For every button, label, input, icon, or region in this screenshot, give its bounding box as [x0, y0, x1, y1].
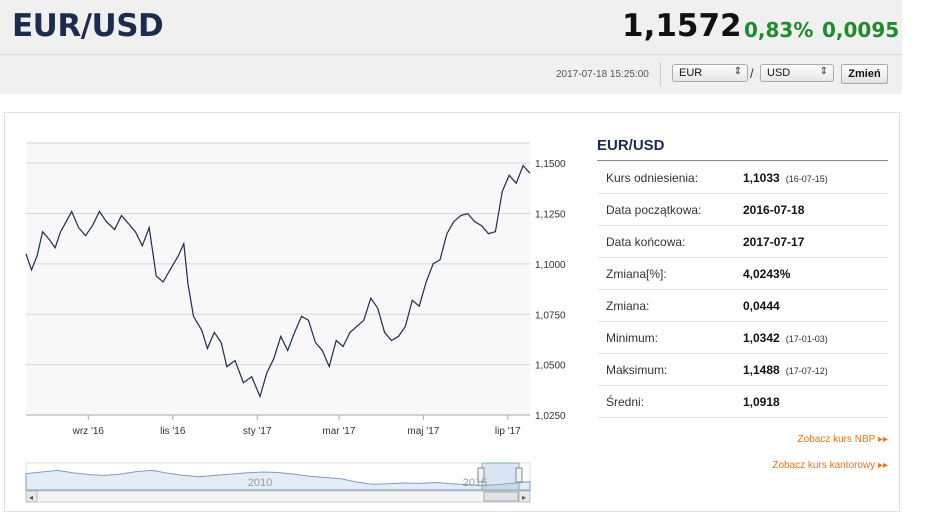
info-value-text: 2017-07-17: [743, 234, 805, 249]
x-tick-label: lip '17: [495, 426, 521, 437]
info-value-text: 1,0918: [743, 394, 780, 409]
info-value-date: (17-07-12): [785, 365, 828, 376]
x-tick-label: maj '17: [407, 426, 439, 437]
info-row: Zmiana[%]: 4,0243%: [597, 257, 888, 290]
rate-series-line: [25, 164, 531, 399]
y-tick-label: 1,1000: [535, 260, 566, 271]
nbp-rate-link[interactable]: Zobacz kurs NBP ▸▸: [797, 434, 888, 445]
info-row-value: 1,0918: [743, 385, 888, 418]
header-divider: [0, 54, 902, 55]
info-row-label: Zmiana:: [597, 289, 743, 322]
info-value-text: 2016-07-18: [743, 202, 805, 217]
navigator-selection: [481, 462, 520, 491]
quote-timestamp: 2017-07-18 15:25:00: [556, 69, 649, 80]
change-absolute: 0,0095: [822, 18, 900, 42]
info-row: Data końcowa: 2017-07-17: [597, 225, 888, 258]
select-arrows-icon: ⇕: [819, 66, 828, 77]
x-tick-label: lis '16: [160, 426, 186, 437]
change-pair-button[interactable]: Zmień: [841, 64, 888, 84]
scroll-right-button[interactable]: [518, 490, 531, 503]
info-title-divider: [597, 160, 888, 161]
info-row-label: Średni:: [597, 385, 743, 418]
y-tick-label: 1,0500: [535, 361, 566, 372]
info-row-value: 1,1488 (17-07-12): [743, 353, 888, 386]
info-row-label: Data końcowa:: [597, 225, 743, 258]
info-row-value: 4,0243%: [743, 257, 888, 290]
navigator-handle-left: [477, 467, 485, 483]
scroll-left-button[interactable]: [25, 490, 38, 503]
info-row: Minimum: 1,0342 (17-01-03): [597, 321, 888, 354]
info-row: Zmiana: 0,0444: [597, 289, 888, 322]
info-value-text: 1,1488: [743, 362, 780, 377]
navigator-year-label: 2010: [248, 477, 272, 489]
info-value-text: 1,0342: [743, 330, 780, 345]
y-tick-label: 1,1250: [535, 210, 566, 221]
info-row-label: Data początkowa:: [597, 193, 743, 226]
info-row: Data początkowa: 2016-07-18: [597, 193, 888, 226]
to-currency-select[interactable]: USD ⇕: [760, 64, 834, 82]
info-row-value: 1,0342 (17-01-03): [743, 321, 888, 354]
info-value-date: (17-01-03): [785, 333, 828, 344]
navigator-series: [25, 469, 531, 491]
from-currency-select[interactable]: EUR ⇕: [672, 64, 748, 82]
select-arrows-icon: ⇕: [733, 66, 742, 77]
plot-area: [26, 143, 530, 415]
info-value-text: 0,0444: [743, 298, 780, 313]
info-row: Średni: 1,0918: [597, 385, 888, 418]
from-currency-value: EUR: [679, 67, 703, 79]
navigator-handle-right: [515, 467, 523, 483]
info-value-text: 1,1033: [743, 170, 780, 185]
x-tick-label: sty '17: [243, 426, 272, 437]
y-tick-label: 1,0750: [535, 310, 566, 321]
info-title: EUR/USD: [597, 137, 665, 154]
info-row: Maksimum: 1,1488 (17-07-12): [597, 353, 888, 386]
info-row-label: Minimum:: [597, 321, 743, 354]
pair-title: EUR/USD: [12, 8, 164, 44]
info-row-value: 2016-07-18: [743, 193, 888, 226]
current-rate: 1,1572: [622, 8, 742, 44]
scroll-right-arrow-icon: ▸: [522, 493, 526, 502]
info-row-label: Zmiana[%]:: [597, 257, 743, 290]
exchange-office-rate-link[interactable]: Zobacz kurs kantorowy ▸▸: [772, 460, 888, 471]
y-tick-label: 1,0250: [535, 411, 566, 422]
info-row-label: Maksimum:: [597, 353, 743, 386]
x-tick-label: mar '17: [322, 426, 355, 437]
scroll-left-arrow-icon: ◂: [29, 493, 33, 502]
info-row-value: 1,1033 (16-07-15): [743, 162, 888, 194]
info-table: Kurs odniesienia: 1,1033 (16-07-15) Data po…: [597, 162, 888, 418]
info-value-text: 4,0243%: [743, 266, 791, 281]
scrollbar-thumb[interactable]: [483, 491, 519, 502]
navigator-scrollbar: [25, 490, 531, 503]
currency-separator: /: [750, 66, 754, 81]
info-value-date: (16-07-15): [785, 173, 828, 184]
to-currency-value: USD: [767, 67, 791, 79]
info-row: Kurs odniesienia: 1,1033 (16-07-15): [597, 162, 888, 194]
change-percent: 0,83%: [744, 18, 814, 42]
info-row-value: 2017-07-17: [743, 225, 888, 258]
toolbar-divider: [660, 62, 661, 86]
navigator-year-label: 2015: [463, 477, 487, 489]
x-tick-label: wrz '16: [72, 426, 105, 437]
info-row-label: Kurs odniesienia:: [597, 162, 743, 194]
info-row-value: 0,0444: [743, 289, 888, 322]
y-tick-label: 1,1500: [535, 159, 566, 170]
quote-header: EUR/USD 1,1572 0,83% 0,0095 2017-07-18 1…: [0, 0, 902, 94]
